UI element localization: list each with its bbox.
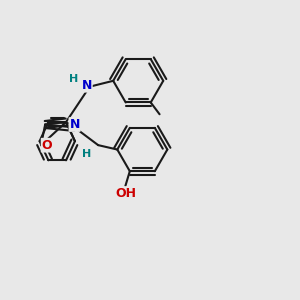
Text: N: N bbox=[82, 79, 92, 92]
Text: O: O bbox=[42, 139, 52, 152]
Text: H: H bbox=[69, 74, 78, 84]
Text: N: N bbox=[69, 118, 80, 131]
Text: OH: OH bbox=[115, 187, 136, 200]
Text: H: H bbox=[82, 149, 91, 159]
